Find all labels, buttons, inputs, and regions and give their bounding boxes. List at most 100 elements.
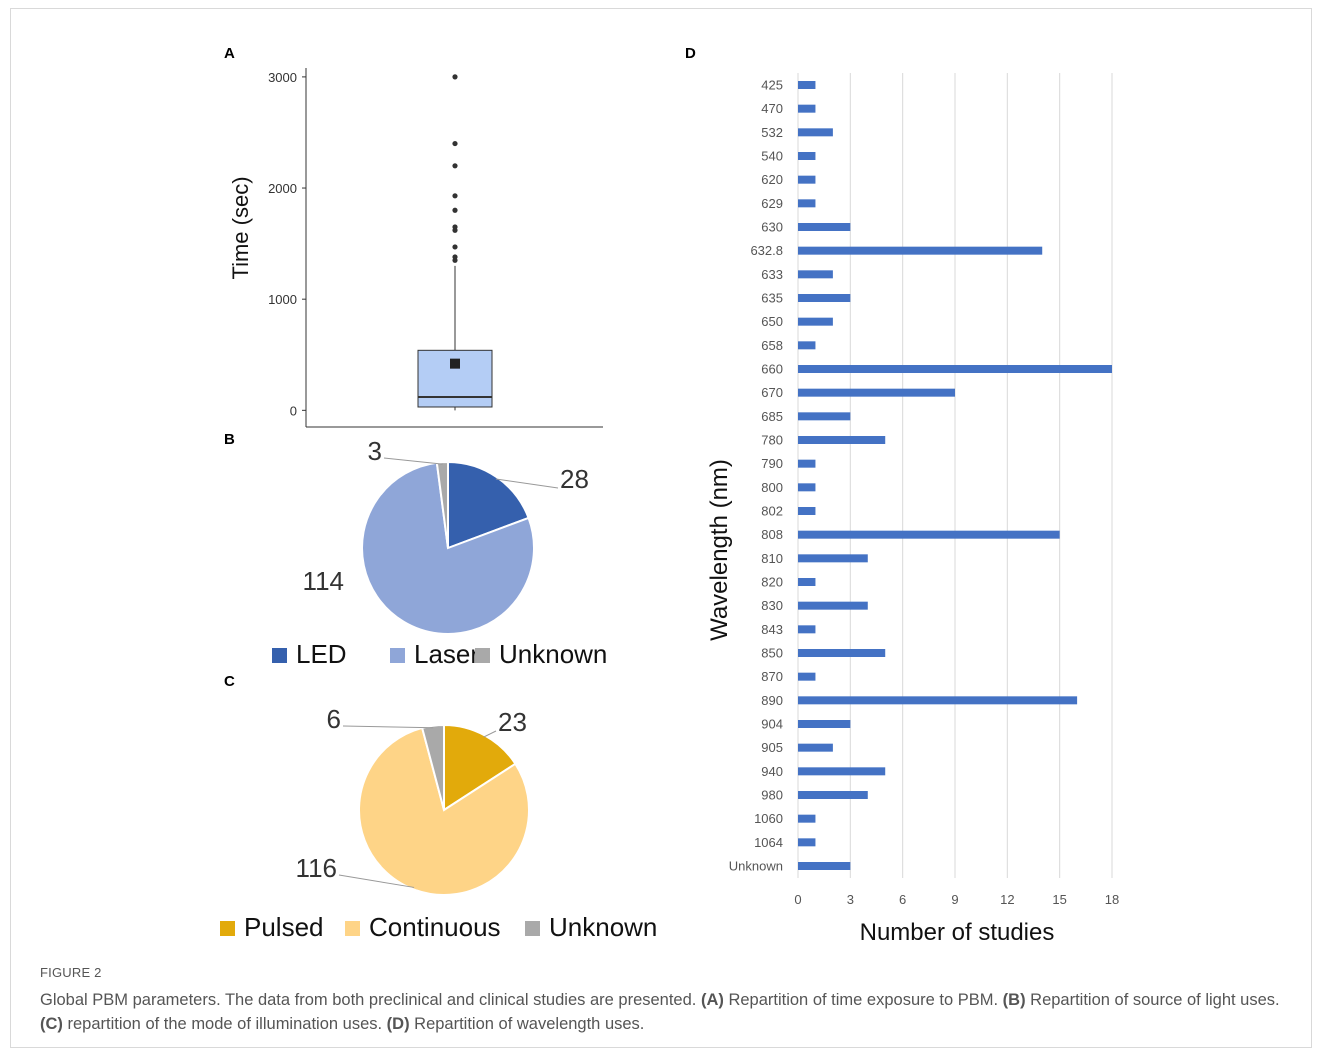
caption-text-part: repartition of the mode of illumination … [62,1015,387,1033]
category-label: 658 [761,338,783,353]
panel-b-pie: B 28 114 3 LED Laser Unknown [224,431,607,669]
bar [798,294,851,302]
figure-caption: Global PBM parameters. The data from bot… [40,988,1302,1036]
category-label: 810 [761,551,783,566]
category-label: 425 [761,78,783,93]
category-label: 850 [761,646,783,661]
bar [798,862,851,870]
x-tick-label: 6 [899,892,906,907]
panel-c-pie: C 23 116 6 Pulsed Continuous Unknown [220,673,657,942]
category-label: 670 [761,385,783,400]
category-label: 830 [761,598,783,613]
category-label: 650 [761,314,783,329]
bar [798,507,816,515]
category-label: 540 [761,149,783,164]
x-tick-label: 3 [847,892,854,907]
outlier-point [452,163,458,169]
legend-swatch-unknown [525,921,540,936]
pie-leader-line [338,874,415,888]
caption-panel-ref: (A) [700,991,724,1009]
bar [798,388,955,397]
category-label: 870 [761,669,783,684]
bar [798,601,868,610]
bar [798,246,1043,255]
panel-d-bar-chart: D 0 3 6 9 12 15 18 425 470 532 540 620 629 630 632.8 633… [685,45,1119,946]
y-axis-title: Time (sec) [228,176,253,279]
category-label: 685 [761,409,783,424]
bar [798,223,851,231]
legend-label-pulsed: Pulsed [244,912,324,942]
legend-swatch-led [272,648,287,663]
panel-letter-d: D [685,45,696,62]
category-label: 890 [761,693,783,708]
caption-text-part: Global PBM parameters. The data from bot… [40,991,701,1009]
bar [798,341,816,350]
pie-leader-line [483,730,497,738]
pie-data-label: 116 [296,853,337,883]
category-label: 635 [761,291,783,306]
legend-swatch-continuous [345,921,360,936]
pie-data-label: 3 [368,436,382,466]
category-label: 980 [761,788,783,803]
category-label: 800 [761,480,783,495]
legend-label-continuous: Continuous [369,912,501,942]
category-label: 630 [761,220,783,235]
bar [798,175,816,184]
y-tick-label: 2000 [268,181,297,196]
pie-slice-unknown [435,460,449,549]
y-tick-label: 0 [290,403,297,418]
category-label: Unknown [729,859,783,874]
bar [798,791,868,799]
bar [798,317,833,326]
pie-slice-continuous [358,726,530,896]
figure-label: FIGURE 2 [40,965,102,980]
bar [798,767,886,776]
pie-leader-line [383,457,443,465]
y-tick-label: 1000 [268,292,297,307]
category-label: 904 [761,717,783,732]
bar [798,578,816,586]
pie-data-label: 114 [303,566,344,596]
panel-letter: C [224,673,235,690]
caption-panel-ref: (C) [40,1015,63,1033]
category-label: 632.8 [750,243,783,258]
category-label: 820 [761,575,783,590]
bar [798,814,816,823]
bar [798,459,816,468]
pie-slice-led [447,460,530,550]
caption-text-part: Repartition of source of light uses. [1025,991,1280,1009]
x-tick-label: 12 [1000,892,1014,907]
panel-letter: B [224,431,235,448]
figure-canvas: A 0 1000 2000 3000 Time (sec) B 28 114 3 LED Laser… [220,45,1119,946]
bar [798,530,1060,539]
legend-label-unknown: Unknown [499,639,607,669]
category-label: 532 [761,125,783,140]
bar [798,365,1112,373]
bar [798,625,816,634]
category-label: 790 [761,456,783,471]
category-label: 629 [761,196,783,211]
panel-a-boxplot: A 0 1000 2000 3000 Time (sec) [224,45,603,428]
bar [798,554,868,563]
outlier-point [452,254,458,260]
legend-label-unknown: Unknown [549,912,657,942]
bar [798,720,851,728]
bar [798,152,816,160]
y-tick-label: 3000 [268,70,297,85]
x-tick-label: 0 [794,892,801,907]
caption-panel-ref: (D) [386,1015,410,1033]
category-label: 633 [761,267,783,282]
figure-frame [10,8,1312,1048]
outlier-point [452,207,458,213]
legend-swatch-laser [390,648,405,663]
bar [798,743,833,752]
bar [798,483,816,492]
caption-text-part: Repartition of wavelength uses. [409,1015,645,1033]
category-label: 843 [761,622,783,637]
caption-text-part: Repartition of time exposure to PBM. [723,991,1003,1009]
bar [798,672,816,681]
pie-data-label: 23 [498,707,527,737]
pie-slice-pulsed [443,723,517,812]
x-axis-title: Number of studies [860,919,1055,946]
category-label: 470 [761,101,783,116]
